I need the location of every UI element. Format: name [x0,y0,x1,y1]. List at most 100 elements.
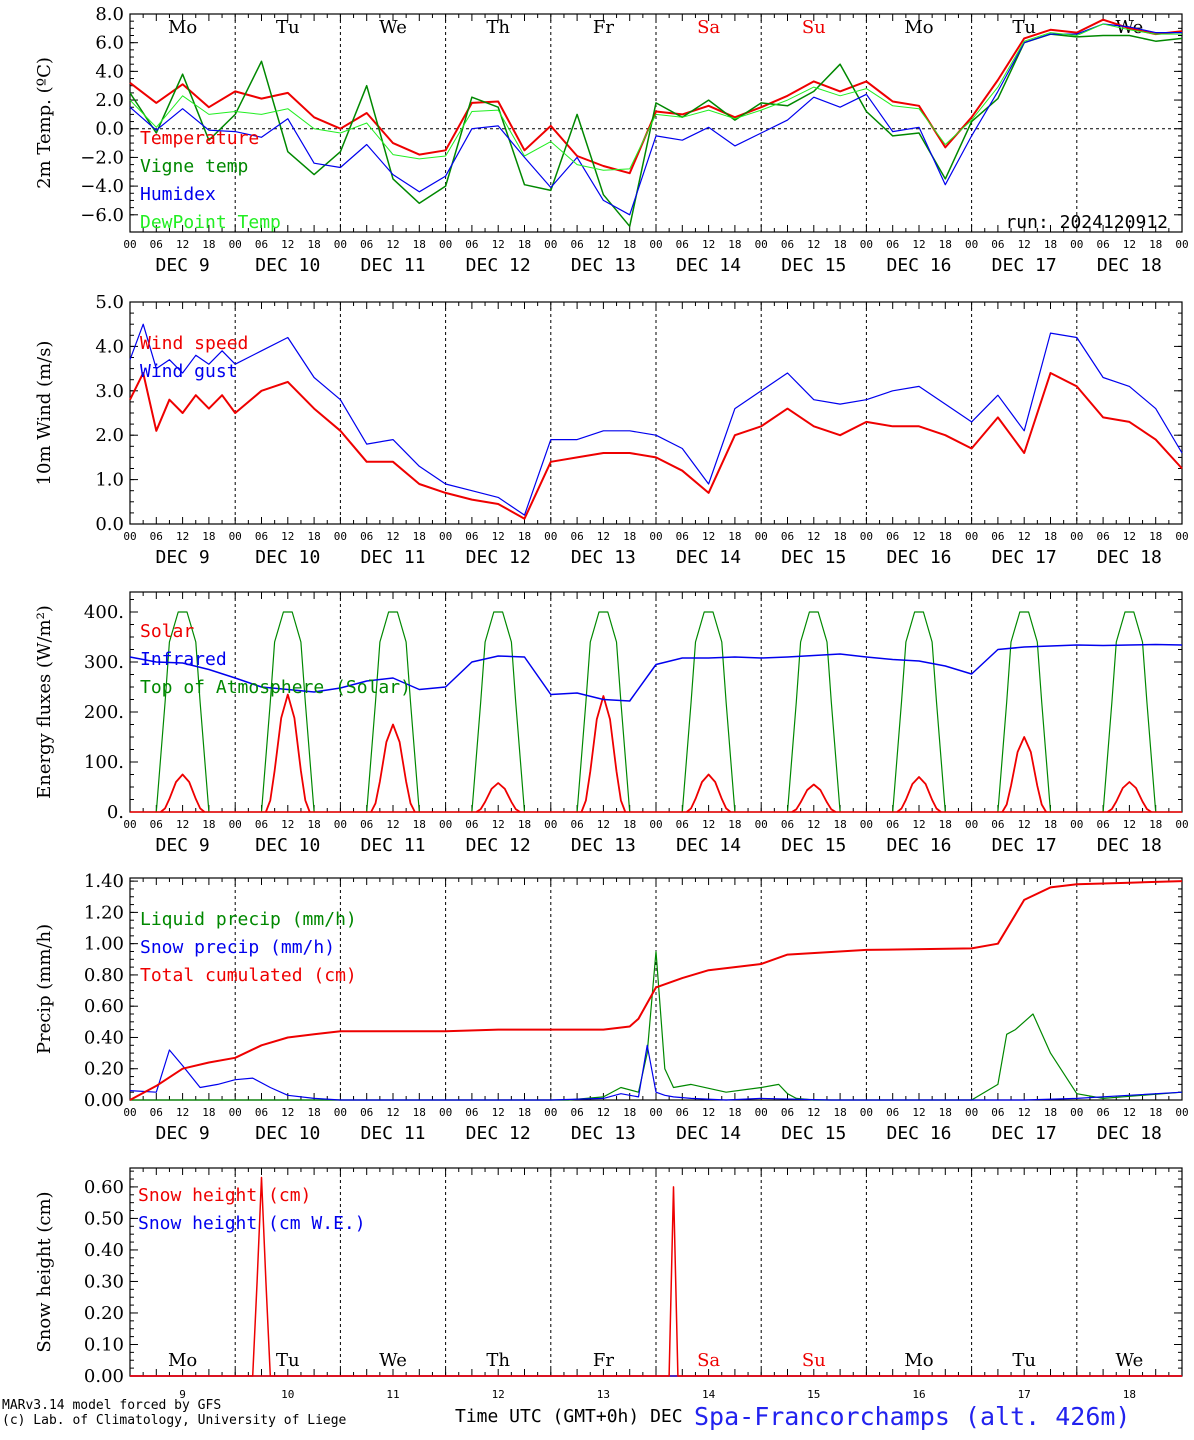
precip-hour-tick-label: 00 [1070,1106,1083,1119]
precip-legend-red: Total cumulated (cm) [140,965,357,986]
temp-hour-tick-label: 18 [623,238,636,251]
temp-hour-tick-label: 12 [597,238,610,251]
precip-hour-tick-label: 06 [255,1106,268,1119]
wind-hour-tick-label: 06 [150,530,163,543]
precip-hour-tick-label: 00 [544,1106,557,1119]
snow-weekday-label: Mo [168,1350,197,1371]
energy-hour-tick-label: 18 [833,818,846,831]
energy-hour-tick-label: 00 [755,818,768,831]
temp-date-label: DEC 18 [1097,255,1162,276]
snow-weekday-label: Mo [904,1350,933,1371]
energy-hour-tick-label: 06 [570,818,583,831]
energy-hour-tick-label: 06 [150,818,163,831]
precip-hour-tick-label: 12 [1123,1106,1136,1119]
temp-weekday-label: Mo [168,17,197,38]
wind-hour-tick-label: 18 [939,530,952,543]
temp-hour-tick-label: 18 [1149,238,1162,251]
wind-hour-tick-label: 12 [281,530,294,543]
energy-toa-day-8 [997,611,1052,813]
precip-hour-tick-label: 00 [649,1106,662,1119]
precip-date-label: DEC 15 [781,1123,846,1144]
energy-hour-tick-label: 06 [255,818,268,831]
precip-date-label: DEC 11 [360,1123,425,1144]
precip-hour-tick-label: 06 [570,1106,583,1119]
energy-hour-tick-label: 18 [939,818,952,831]
wind-hour-tick-label: 18 [1149,530,1162,543]
temp-y-tick-label: −4.0 [80,176,124,197]
precip-hour-tick-label: 12 [807,1106,820,1119]
wind-hour-tick-label: 06 [255,530,268,543]
wind-legend-red: Wind speed [140,333,248,354]
temp-date-label: DEC 12 [466,255,531,276]
temp-series-lime [129,23,1182,171]
temp-date-label: DEC 15 [781,255,846,276]
temp-hour-tick-label: 06 [886,238,899,251]
temp-y-tick-label: 2.0 [95,90,124,111]
temp-hour-tick-label: 00 [860,238,873,251]
precip-hour-tick-label: 06 [150,1106,163,1119]
precip-hour-tick-label: 12 [597,1106,610,1119]
temp-hour-tick-label: 06 [991,238,1004,251]
energy-hour-tick-label: 06 [676,818,689,831]
snow-y-tick-label: 0.20 [84,1303,124,1324]
wind-hour-tick-label: 00 [439,530,452,543]
wind-hour-tick-label: 12 [702,530,715,543]
wind-hour-tick-label: 00 [334,530,347,543]
energy-solar-day-8 [1001,736,1047,813]
temp-series-red [129,18,1183,175]
snow-series-red-spike [130,1186,1182,1377]
wind-y-tick-label: 2.0 [95,425,124,446]
wind-y-tick-label: 5.0 [95,292,124,313]
energy-hour-tick-label: 00 [1175,818,1188,831]
snow-day-number: 18 [1123,1388,1136,1401]
wind-hour-tick-label: 00 [123,530,136,543]
energy-date-label: DEC 11 [360,835,425,856]
temp-y-tick-label: 0.0 [95,119,124,140]
wind-date-label: DEC 9 [156,547,210,568]
snow-y-axis-label: Snow height (cm) [34,1191,55,1352]
precip-hour-tick-label: 06 [360,1106,373,1119]
x-axis-label: Time UTC (GMT+0h) DEC [455,1406,683,1427]
precip-hour-tick-label: 00 [965,1106,978,1119]
precip-hour-tick-label: 18 [728,1106,741,1119]
energy-solar-day-1 [265,693,311,813]
temp-hour-tick-label: 00 [1070,238,1083,251]
precip-hour-tick-label: 00 [1175,1106,1188,1119]
precip-series-red [129,880,1183,1101]
temp-hour-tick-label: 06 [465,238,478,251]
energy-toa-day-1 [260,611,315,813]
energy-y-axis-label: Energy fluxes (W/m²) [34,605,55,799]
wind-date-label: DEC 11 [360,547,425,568]
snow-weekday-label: Th [486,1350,510,1371]
snow-day-number: 10 [281,1388,294,1401]
temp-y-tick-label: −6.0 [80,205,124,226]
energy-date-label: DEC 13 [571,835,636,856]
energy-hour-tick-label: 00 [123,818,136,831]
precip-hour-tick-label: 12 [702,1106,715,1119]
precip-series-blue [129,1044,1183,1101]
temp-weekday-label: Fr [593,17,614,38]
wind-hour-tick-label: 00 [860,530,873,543]
energy-date-label: DEC 10 [255,835,320,856]
energy-hour-tick-label: 06 [1096,818,1109,831]
temp-date-label: DEC 16 [886,255,951,276]
snow-day-number: 16 [912,1388,925,1401]
wind-date-label: DEC 13 [571,547,636,568]
temp-hour-tick-label: 00 [123,238,136,251]
precip-hour-tick-label: 12 [492,1106,505,1119]
energy-hour-tick-label: 18 [728,818,741,831]
energy-toa-day-6 [786,611,841,813]
energy-solar-day-9 [1106,781,1152,813]
wind-hour-tick-label: 12 [176,530,189,543]
energy-toa-day-3 [471,611,526,813]
precip-date-label: DEC 16 [886,1123,951,1144]
temp-hour-tick-label: 18 [833,238,846,251]
wind-hour-tick-label: 18 [728,530,741,543]
wind-date-label: DEC 15 [781,547,846,568]
temp-y-tick-label: −2.0 [80,147,124,168]
precip-y-tick-label: 0.80 [84,965,124,986]
temp-hour-tick-label: 12 [281,238,294,251]
wind-hour-tick-label: 06 [886,530,899,543]
wind-hour-tick-label: 06 [676,530,689,543]
